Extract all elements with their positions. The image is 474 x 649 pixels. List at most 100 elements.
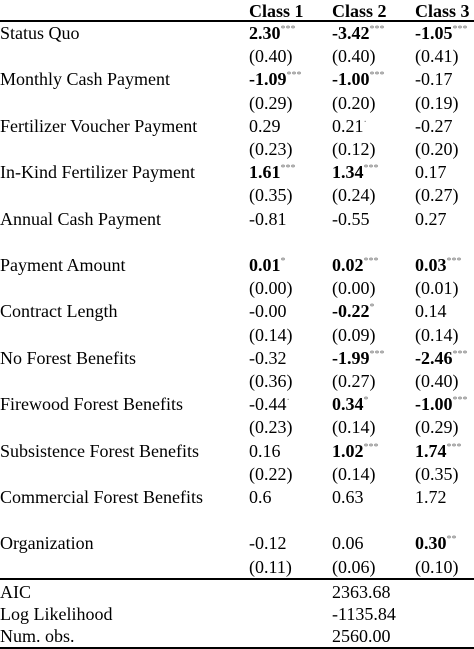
- cell-value: -1.09: [249, 69, 287, 90]
- coefficient-cell: -0.81: [249, 208, 287, 230]
- header-class-3: Class 3: [415, 1, 470, 21]
- cell-value: -0.17: [415, 69, 453, 90]
- cell-value: 0.30: [415, 533, 447, 554]
- std-error-cell: (0.41): [415, 45, 459, 67]
- cell-value: (0.20): [415, 139, 459, 159]
- significance-stars: ***: [363, 441, 379, 453]
- row-label: Contract Length: [0, 301, 118, 322]
- row-label: Firewood Forest Benefits: [0, 394, 183, 415]
- cell-value: -0.00: [249, 301, 287, 322]
- significance-stars: ***: [369, 24, 385, 35]
- coefficient-cell: 0.02***: [332, 254, 379, 276]
- cell-value: 1.74: [415, 440, 447, 461]
- fit-label: AIC: [0, 582, 31, 602]
- cell-value: (0.14): [249, 324, 293, 345]
- row-label: Commercial Forest Benefits: [0, 487, 203, 507]
- coefficient-cell: -0.17: [415, 68, 453, 90]
- cell-value: -0.27: [415, 115, 453, 136]
- coefficient-cell: -0.44·: [249, 393, 290, 415]
- cell-value: (0.00): [332, 278, 376, 299]
- cell-value: (0.14): [332, 417, 376, 438]
- std-error-cell: (0.20): [415, 138, 459, 160]
- cell-value: (0.06): [332, 556, 376, 577]
- coefficient-cell: 1.61***: [249, 161, 296, 183]
- significance-stars: ***: [369, 348, 385, 360]
- significance-stars: **: [446, 534, 457, 546]
- coefficient-cell: 2.30***: [249, 22, 296, 44]
- coefficient-cell: 0.03***: [415, 254, 462, 276]
- coefficient-cell: 0.17: [415, 161, 447, 183]
- coefficient-cell: -1.00***: [415, 393, 468, 415]
- cell-value: 0.6: [249, 487, 272, 507]
- std-error-cell: (0.14): [332, 416, 376, 438]
- coefficient-cell: -0.22*: [332, 300, 375, 322]
- significance-stars: ***: [446, 441, 462, 453]
- coefficient-cell: 0.06: [332, 532, 364, 554]
- cell-value: 0.16: [249, 440, 281, 461]
- cell-value: (0.23): [249, 139, 293, 159]
- cell-value: 0.63: [332, 487, 364, 507]
- coefficient-cell: 0.6: [249, 486, 272, 508]
- coefficient-cell: -1.05***: [415, 22, 468, 44]
- std-error-cell: (0.01): [415, 277, 459, 299]
- cell-value: 0.34: [332, 394, 364, 415]
- cell-value: (0.29): [249, 92, 293, 113]
- coefficient-cell: -1.00***: [332, 68, 385, 90]
- significance-stars: ***: [452, 24, 468, 35]
- cell-value: (0.09): [332, 324, 376, 345]
- cell-value: (0.22): [249, 463, 293, 484]
- std-error-cell: (0.19): [415, 92, 459, 114]
- cell-value: (0.40): [415, 371, 459, 391]
- cell-value: 0.02: [332, 255, 364, 275]
- std-error-cell: (0.00): [332, 277, 376, 299]
- coefficient-cell: 0.27: [415, 208, 447, 230]
- cell-value: -0.55: [332, 208, 370, 229]
- cell-value: (0.36): [249, 371, 293, 391]
- std-error-cell: (0.29): [249, 92, 293, 114]
- std-error-cell: (0.10): [415, 556, 459, 578]
- coefficient-cell: 0.34*: [332, 393, 369, 415]
- cell-value: (0.35): [249, 185, 293, 206]
- cell-value: 0.14: [415, 301, 447, 322]
- cell-value: (0.24): [332, 185, 376, 206]
- std-error-cell: (0.22): [249, 463, 293, 485]
- cell-value: (0.40): [249, 46, 293, 67]
- cell-value: -0.22: [332, 301, 370, 322]
- row-label: No Forest Benefits: [0, 347, 136, 368]
- row-label: Fertilizer Voucher Payment: [0, 115, 198, 136]
- std-error-cell: (0.20): [332, 92, 376, 114]
- bottom-rule: [0, 647, 474, 649]
- significance-stars: ***: [446, 256, 462, 267]
- significance-stars: ***: [280, 24, 296, 35]
- cell-value: 1.34: [332, 162, 364, 183]
- significance-stars: ***: [452, 348, 468, 360]
- cell-value: (0.20): [332, 92, 376, 113]
- cell-value: (0.01): [415, 278, 459, 299]
- cell-value: (0.12): [332, 139, 376, 159]
- std-error-cell: (0.14): [249, 324, 293, 346]
- significance-stars: *: [369, 302, 375, 314]
- fit-value: 2363.68: [332, 582, 391, 602]
- significance-stars: *: [280, 256, 286, 267]
- std-error-cell: (0.14): [415, 324, 459, 346]
- cell-value: 0.27: [415, 208, 447, 229]
- std-error-cell: (0.40): [332, 45, 376, 67]
- cell-value: -0.12: [249, 533, 287, 554]
- cell-value: -3.42: [332, 23, 370, 43]
- header-class-1: Class 1: [249, 1, 304, 21]
- cell-value: (0.00): [249, 278, 293, 299]
- coefficient-cell: -2.46***: [415, 347, 468, 369]
- std-error-cell: (0.29): [415, 416, 459, 438]
- cell-value: -0.44: [249, 394, 287, 415]
- std-error-cell: (0.06): [332, 556, 376, 578]
- coefficient-cell: -0.27: [415, 115, 453, 137]
- significance-stars: ·: [286, 395, 290, 407]
- cell-value: (0.41): [415, 46, 459, 67]
- top-rule: [0, 20, 474, 22]
- cell-value: (0.11): [249, 556, 292, 577]
- std-error-cell: (0.36): [249, 370, 293, 392]
- cell-value: (0.10): [415, 556, 459, 577]
- cell-value: (0.27): [415, 185, 459, 206]
- cell-value: -2.46: [415, 347, 453, 368]
